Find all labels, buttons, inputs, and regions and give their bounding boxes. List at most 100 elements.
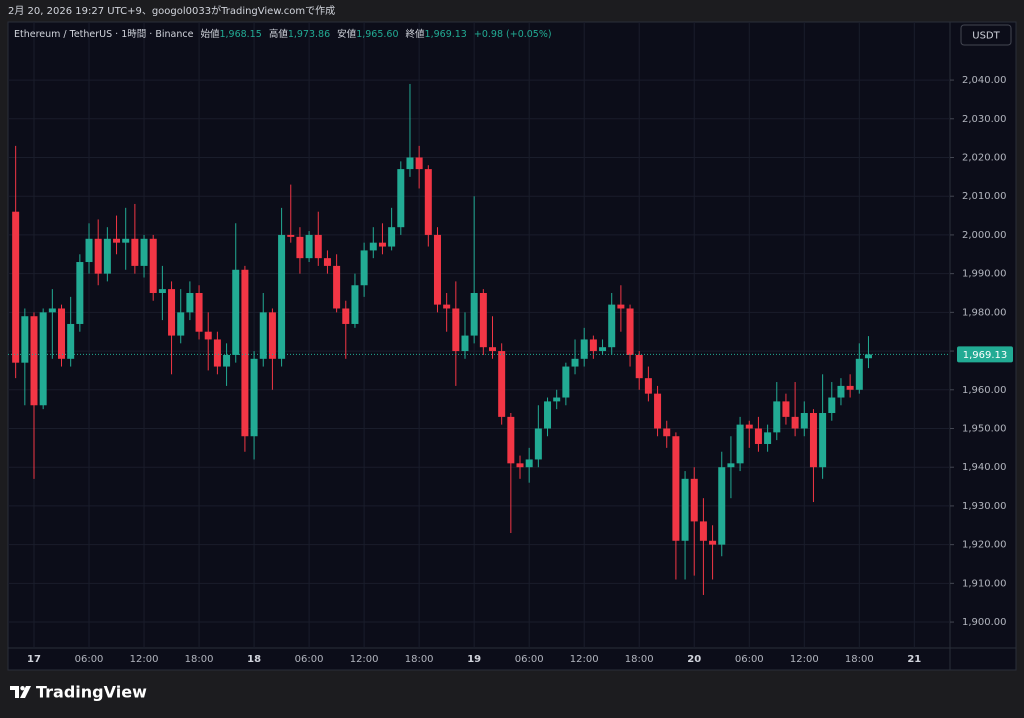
top-bar — [0, 0, 1024, 22]
candle-body — [718, 467, 726, 545]
currency-button[interactable] — [960, 24, 1012, 46]
chart-frame — [7, 21, 1017, 671]
candle-body — [314, 234, 322, 259]
candle-body — [48, 308, 56, 313]
low-value: 1,965.60 — [356, 29, 398, 40]
x-tick-label: 18:00 — [405, 654, 434, 665]
candle-body — [599, 347, 607, 352]
candle-body — [12, 211, 20, 363]
top-bar-text: 2月 20, 2026 19:27 UTC+9、googol0033がTradi… — [8, 4, 335, 17]
candle-body — [278, 234, 286, 359]
candle-body — [259, 312, 267, 359]
candle-body — [149, 238, 157, 293]
y-tick-label: 2,040.00 — [962, 75, 1007, 86]
candle-body — [131, 238, 139, 266]
y-tick-label: 1,910.00 — [962, 578, 1007, 589]
y-tick-label: 1,980.00 — [962, 307, 1007, 318]
y-tick-label: 2,010.00 — [962, 191, 1007, 202]
candle-body — [516, 463, 524, 468]
x-tick-label: 12:00 — [350, 654, 379, 665]
candle-body — [250, 358, 258, 437]
y-tick-label: 1,930.00 — [962, 501, 1007, 512]
candle-body — [800, 413, 808, 429]
candle-body — [580, 339, 588, 359]
candle-body — [709, 540, 717, 545]
x-tick-label: 12:00 — [130, 654, 159, 665]
candle-body — [67, 323, 75, 359]
open-value: 1,968.15 — [219, 29, 261, 40]
grid — [8, 22, 954, 648]
x-tick-label: 12:00 — [790, 654, 819, 665]
candle-body — [76, 262, 84, 324]
candle-body — [617, 304, 625, 309]
x-tick-label: 18 — [247, 654, 261, 665]
last-price-label: 1,969.13 — [963, 350, 1008, 361]
candle-body — [168, 289, 176, 336]
candle-body — [589, 339, 597, 352]
candle-body — [351, 285, 359, 324]
candle-body — [864, 354, 872, 359]
close-label: 終値 — [406, 28, 426, 40]
candle-body — [644, 378, 652, 394]
candle-body — [635, 354, 643, 379]
x-tick-label: 06:00 — [515, 654, 544, 665]
candle-body — [424, 169, 432, 235]
candle-body — [113, 238, 121, 243]
candle-body — [754, 428, 762, 444]
candles — [12, 83, 872, 595]
symbol: Ethereum / TetherUS · 1時間 · Binance — [14, 29, 194, 40]
chart-header: Ethereum / TetherUS · 1時間 · Binance 始値1,… — [14, 28, 552, 40]
candle-body — [213, 339, 221, 367]
candle-body — [663, 428, 671, 437]
candle-body — [672, 436, 680, 541]
candle-body — [323, 258, 331, 266]
candle-body — [745, 424, 753, 429]
candle-body — [837, 385, 845, 398]
candle-body — [333, 265, 341, 309]
x-tick-label: 17 — [27, 654, 41, 665]
candle-body — [305, 234, 313, 259]
candle-body — [452, 308, 460, 352]
candle-body — [94, 238, 102, 274]
candle-body — [681, 478, 689, 541]
y-tick-label: 1,950.00 — [962, 423, 1007, 434]
candle-body — [534, 428, 542, 460]
x-tick-label: 20 — [687, 654, 701, 665]
candle-body — [773, 401, 781, 433]
candle-body — [846, 385, 854, 390]
x-tick-label: 12:00 — [570, 654, 599, 665]
candle-body — [158, 289, 166, 293]
candle-body — [498, 351, 506, 417]
candle-body — [690, 478, 698, 522]
candle-body — [433, 234, 441, 305]
candle-body — [415, 157, 423, 170]
candle-body — [736, 424, 744, 464]
candle-body — [525, 459, 533, 468]
candle-body — [507, 416, 515, 464]
candle-body — [140, 238, 148, 266]
candle-body — [479, 292, 487, 348]
x-tick-label: 06:00 — [735, 654, 764, 665]
candle-body — [553, 397, 561, 402]
candle-body — [443, 304, 451, 309]
candle-body — [223, 354, 231, 367]
footer — [0, 671, 1024, 718]
candle-body — [287, 234, 295, 237]
candle-body — [296, 236, 304, 259]
candle-body — [177, 312, 185, 336]
candle-body — [727, 463, 735, 468]
candle-body — [608, 304, 616, 348]
candle-body — [654, 393, 662, 429]
close-value: 1,969.13 — [425, 29, 467, 40]
candle-body — [186, 292, 194, 313]
candle-body — [241, 269, 249, 437]
candle-body — [39, 312, 47, 406]
high-value: 1,973.86 — [288, 29, 330, 40]
x-tick-label: 21 — [907, 654, 921, 665]
candle-body — [626, 308, 634, 355]
candle-body — [397, 169, 405, 228]
candle-body — [342, 308, 350, 324]
currency-button-label[interactable]: USDT — [972, 31, 1000, 42]
